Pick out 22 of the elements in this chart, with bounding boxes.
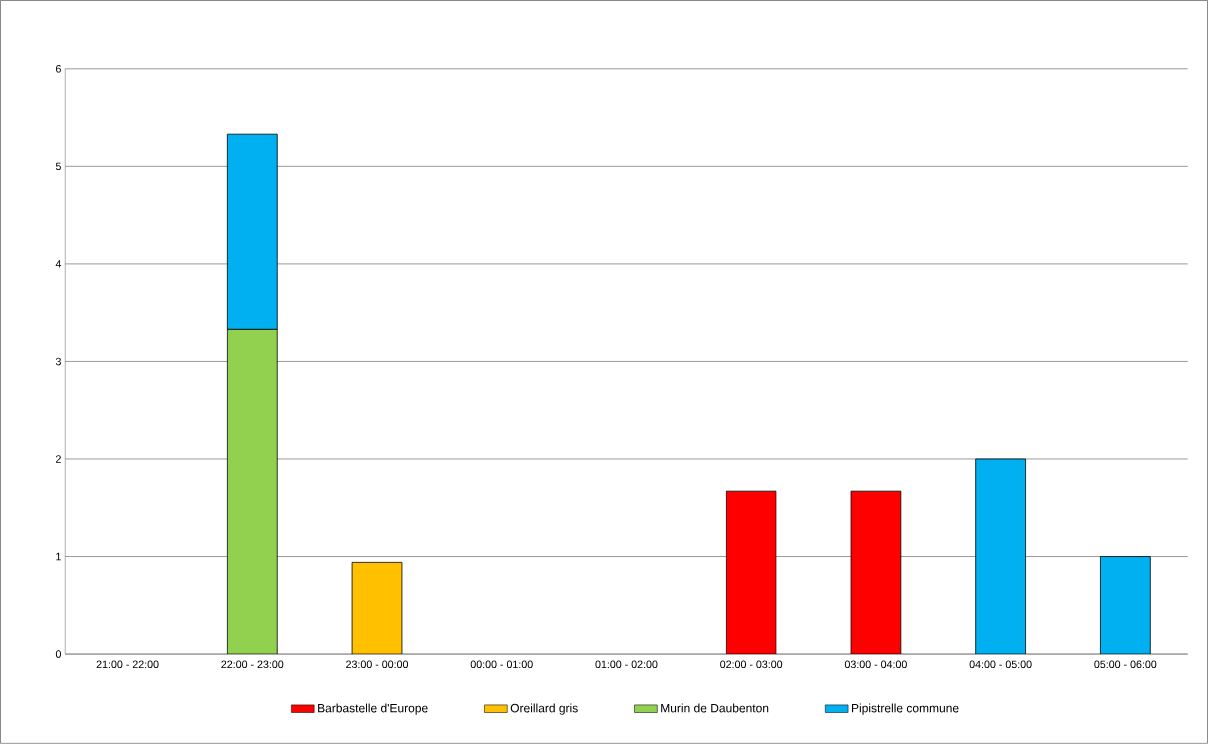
x-tick-label: 23:00 - 00:00 — [346, 660, 409, 669]
y-tick-label: 5 — [55, 162, 61, 171]
x-tick-label: 05:00 - 06:00 — [1094, 660, 1157, 669]
x-tick-label: 02:00 - 03:00 — [720, 660, 783, 669]
y-tick-label: 2 — [56, 455, 61, 463]
x-tick-label: 04:00 - 05:00 — [969, 660, 1032, 669]
x-tick-label: 00:00 - 01:00 — [470, 660, 533, 669]
y-tick-label: 3 — [55, 357, 61, 366]
bar — [1100, 556, 1151, 655]
legend-label: Barbastelle d'Europe — [318, 703, 428, 715]
y-tick-label: 1 — [56, 552, 61, 561]
legend-label: Oreillard gris — [510, 703, 578, 715]
x-tick-label: 01:00 - 02:00 — [595, 660, 658, 669]
x-tick-label: 21:00 - 22:00 — [96, 660, 159, 669]
y-tick-label: 6 — [56, 65, 61, 73]
legend-label: Murin de Daubenton — [661, 703, 769, 713]
x-tick-label: 22:00 - 23:00 — [221, 660, 284, 669]
legend-label: Pipistrelle commune — [852, 703, 959, 715]
y-tick-label: 0 — [55, 650, 61, 658]
y-tick-label: 4 — [55, 260, 62, 268]
bar — [725, 490, 777, 655]
x-tick-label: 03:00 - 04:00 — [844, 660, 907, 669]
